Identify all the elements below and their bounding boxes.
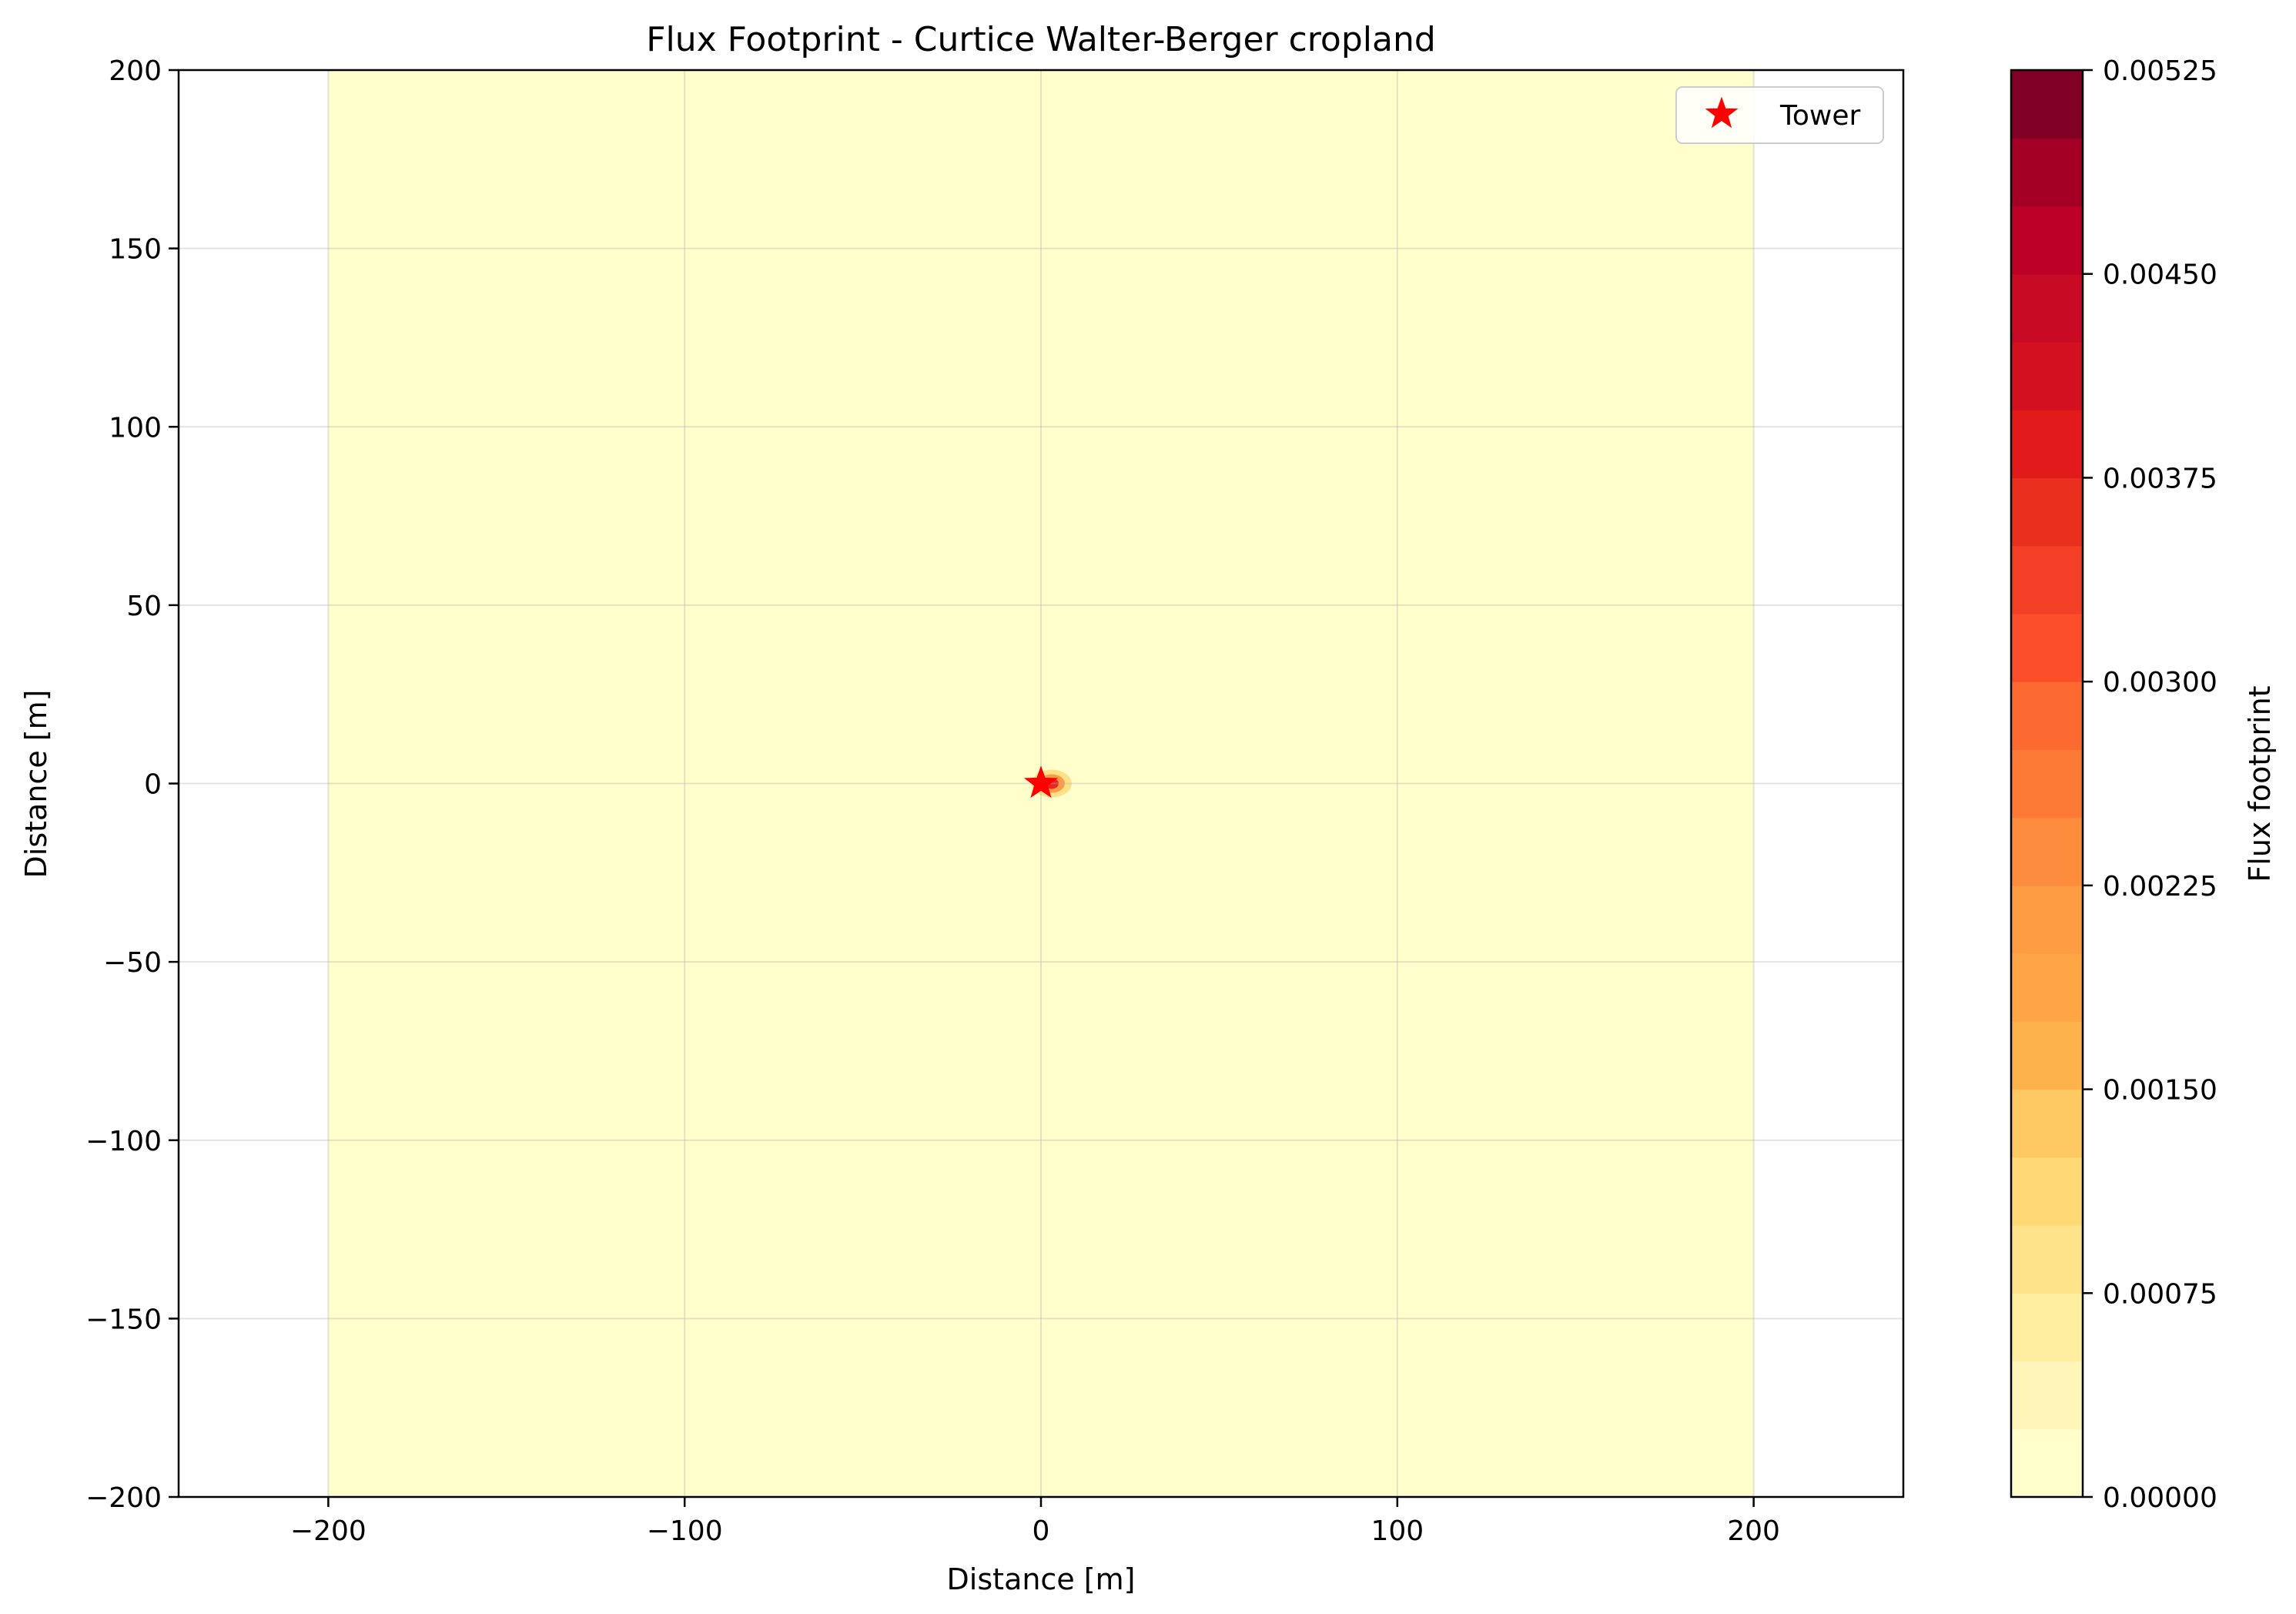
x-tick-label: 100 [1371,1515,1424,1547]
x-tick-label: 0 [1033,1515,1050,1547]
colorbar-tick-label: 0.00000 [2103,1482,2217,1514]
tower-layer [1023,765,1059,799]
tower-star-icon [1023,765,1059,799]
colorbar-tick-label: 0.00225 [2103,871,2217,902]
y-axis-label: Distance [m] [19,690,53,879]
chart-title: Flux Footprint - Curtice Walter-Berger c… [646,20,1436,59]
colorbar-band [2011,70,2083,139]
legend-star-icon [1705,96,1739,129]
colorbar-band [2011,477,2083,547]
colorbar-ticks: 0.00000 0.00075 0.00150 0.00225 0.00300 0.003… [2083,55,2217,1514]
x-axis: −200 −100 0 100 200 [290,1497,1780,1547]
colorbar-tick-label: 0.00300 [2103,667,2217,698]
y-axis: 200 150 100 50 0 −50 −100 −150 −200 [85,55,179,1514]
colorbar-bands [2011,70,2083,1498]
y-tick-label: −150 [85,1304,162,1335]
colorbar-tick-label: 0.00150 [2103,1075,2217,1107]
x-tick-label: −100 [647,1515,723,1547]
legend-label-tower: Tower [1779,100,1860,132]
colorbar-tick-label: 0.00375 [2103,463,2217,494]
colorbar-frame [2010,69,2084,1498]
colorbar-tick-label: 0.00525 [2103,55,2217,87]
legend-box [1675,86,1884,144]
colorbar-band [2011,1089,2083,1158]
legend: Tower [1675,86,1884,144]
colorbar-band [2011,1293,2083,1362]
colorbar-band [2011,885,2083,954]
colorbar-band [2011,545,2083,614]
colorbar-band [2011,341,2083,410]
colorbar-band [2011,273,2083,343]
y-tick-label: −50 [103,947,162,979]
y-tick-label: 200 [109,55,162,87]
colorbar-band [2011,681,2083,750]
x-tick-label: −200 [290,1515,366,1547]
colorbar-band [2011,1157,2083,1226]
colorbar-band [2011,1021,2083,1090]
colorbar-label: Flux footprint [2243,685,2277,882]
colorbar-band [2011,1225,2083,1294]
colorbar-band [2011,138,2083,207]
colorbar-band [2011,749,2083,819]
colorbar-band [2011,410,2083,479]
colorbar-band [2011,953,2083,1022]
colorbar-tick-label: 0.00075 [2103,1278,2217,1310]
y-tick-label: 100 [109,412,162,444]
y-tick-label: 150 [109,234,162,266]
colorbar-band [2011,1428,2083,1498]
colorbar-band [2011,613,2083,682]
y-tick-label: 50 [126,591,162,622]
x-tick-label: 200 [1727,1515,1780,1547]
y-tick-label: 0 [144,769,162,801]
plot-area [177,69,1905,1498]
colorbar-band [2011,817,2083,886]
y-tick-label: −100 [85,1126,162,1157]
colorbar: 0.00000 0.00075 0.00150 0.00225 0.00300 0.003… [2010,55,2277,1514]
colorbar-tick-label: 0.00450 [2103,260,2217,291]
colorbar-band [2011,206,2083,275]
y-tick-label: −200 [85,1482,162,1514]
x-axis-label: Distance [m] [947,1562,1136,1596]
colorbar-band [2011,1361,2083,1430]
